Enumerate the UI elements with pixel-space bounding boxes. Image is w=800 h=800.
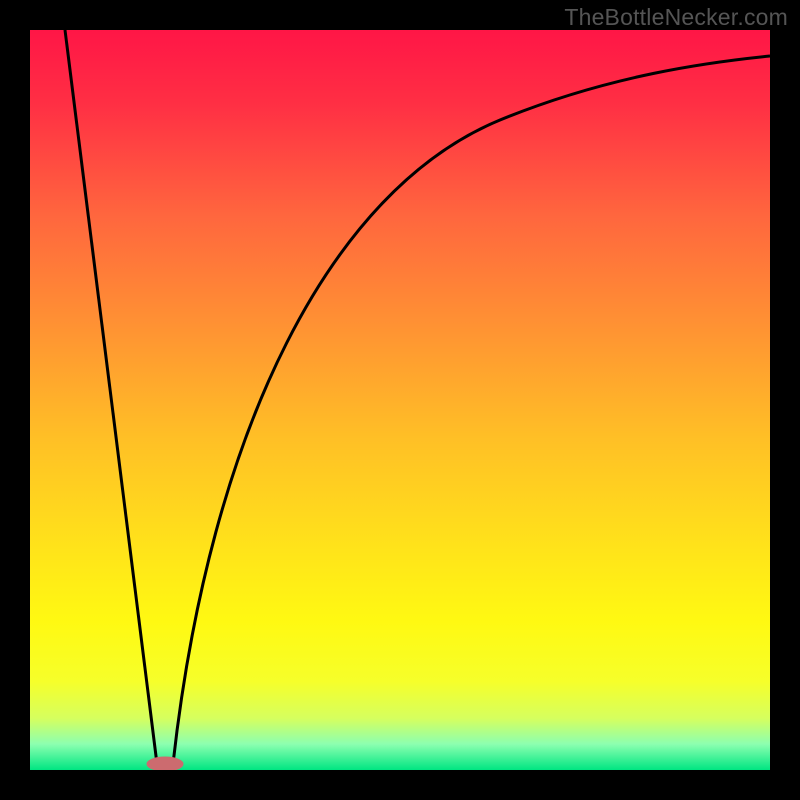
plot-area bbox=[30, 30, 770, 770]
valley-marker bbox=[147, 757, 183, 771]
chart-svg bbox=[0, 0, 800, 800]
watermark-text: TheBottleNecker.com bbox=[564, 4, 788, 31]
chart-canvas: TheBottleNecker.com bbox=[0, 0, 800, 800]
